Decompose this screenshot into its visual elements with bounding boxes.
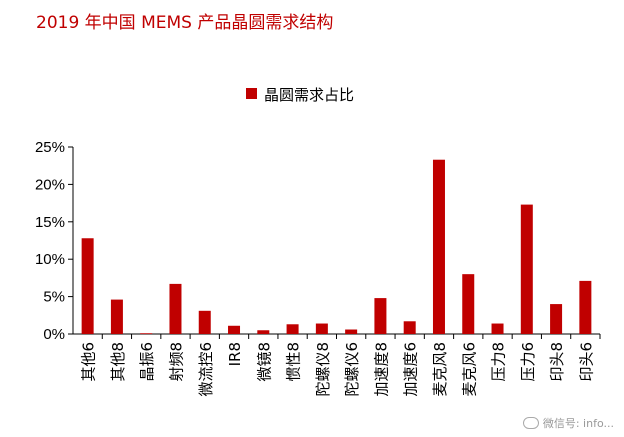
bar xyxy=(110,299,123,334)
x-tick-label: 其他8 xyxy=(109,342,127,382)
bar xyxy=(286,324,299,334)
bar xyxy=(520,204,533,334)
x-axis: 其他6 其他8 晶振6 射频8 微流控6 IR8 微镜8 惯性8 陀螺仪8 陀螺仪6 加速度8 加速度… xyxy=(73,333,601,397)
x-tick-label: 压力6 xyxy=(519,342,537,382)
bar xyxy=(374,298,387,334)
legend-swatch xyxy=(246,88,257,99)
y-tick-label: 10% xyxy=(35,251,65,268)
legend: 晶圆需求占比 xyxy=(246,86,354,104)
bar xyxy=(257,330,270,334)
x-tick-label: 其他6 xyxy=(80,342,98,382)
y-axis: 0% 5% 10% 15% 20% 25% xyxy=(35,139,74,343)
x-tick-label: 加速度6 xyxy=(402,342,420,397)
y-tick-label: 15% xyxy=(35,214,65,231)
x-tick-label: 惯性8 xyxy=(285,342,303,382)
bar xyxy=(491,323,504,334)
x-tick-label: 压力8 xyxy=(490,342,508,382)
watermark: 微信号: info... xyxy=(522,415,614,431)
watermark-text: 微信号: info... xyxy=(542,417,614,430)
x-tick-label: 陀螺仪6 xyxy=(343,342,361,397)
chart-title: 2019 年中国 MEMS 产品晶圆需求结构 xyxy=(36,13,334,33)
x-tick-label: IR8 xyxy=(226,342,244,366)
bar xyxy=(169,283,182,334)
bars xyxy=(81,159,592,335)
y-tick-label: 0% xyxy=(43,326,65,343)
x-tick-label: 晶振6 xyxy=(138,342,156,382)
bar xyxy=(198,310,211,334)
x-tick-label: 微流控6 xyxy=(197,342,215,397)
x-tick-label: 加速度8 xyxy=(372,342,390,397)
bar xyxy=(345,329,358,334)
x-tick-label: 印头8 xyxy=(548,342,566,382)
y-tick-label: 25% xyxy=(35,139,65,156)
bar xyxy=(228,325,241,334)
x-tick-label: 印头6 xyxy=(577,342,595,382)
x-tick-label: 麦克风6 xyxy=(460,342,478,397)
x-tick-label: 麦克风8 xyxy=(431,342,449,397)
wechat-icon xyxy=(522,417,539,429)
x-tick-label: 射频8 xyxy=(167,342,185,382)
bar xyxy=(550,304,563,334)
x-tick-label: 陀螺仪8 xyxy=(314,342,332,397)
x-tick-label: 微镜8 xyxy=(255,342,273,382)
bar xyxy=(81,238,94,334)
bar xyxy=(462,274,475,334)
bar xyxy=(315,323,328,334)
y-tick-label: 20% xyxy=(35,176,65,193)
bar xyxy=(403,321,416,334)
bar xyxy=(140,333,153,335)
bar xyxy=(579,280,592,334)
bar xyxy=(432,159,445,334)
y-tick-label: 5% xyxy=(43,289,65,306)
legend-label: 晶圆需求占比 xyxy=(264,86,354,104)
